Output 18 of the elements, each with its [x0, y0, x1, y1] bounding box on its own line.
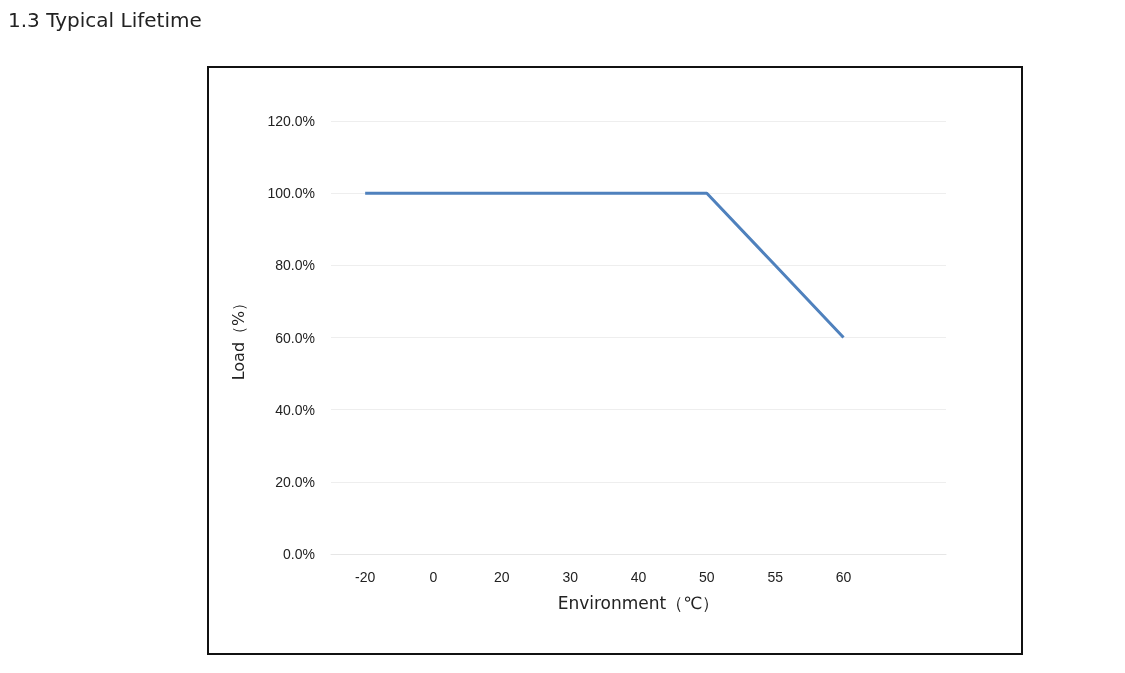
y-tick-label: 20.0% — [275, 473, 315, 490]
y-tick-label: 120.0% — [267, 113, 315, 129]
x-tick-label: 50 — [699, 569, 715, 585]
x-tick-label: 0 — [429, 569, 438, 585]
text: 1.3 Typical Lifetime — [8, 8, 202, 32]
x-tick-label: 40 — [630, 569, 647, 585]
y-tick-label: 0.0% — [283, 546, 315, 562]
x-tick-label: 20 — [494, 569, 510, 585]
y-tick-label: 100.0% — [267, 185, 315, 202]
y-tick-label: 80.0% — [275, 257, 315, 274]
x-tick-label: 30 — [562, 569, 579, 585]
x-tick-label: 60 — [835, 569, 852, 585]
x-tick-label: 55 — [767, 569, 784, 585]
x-tick-label: -20 — [355, 569, 376, 585]
x-axis-title: Environment（℃） — [557, 592, 720, 613]
y-axis-title: Load（%） — [228, 294, 248, 381]
y-tick-label: 40.0% — [275, 401, 315, 418]
y-tick-label: 60.0% — [275, 329, 315, 346]
